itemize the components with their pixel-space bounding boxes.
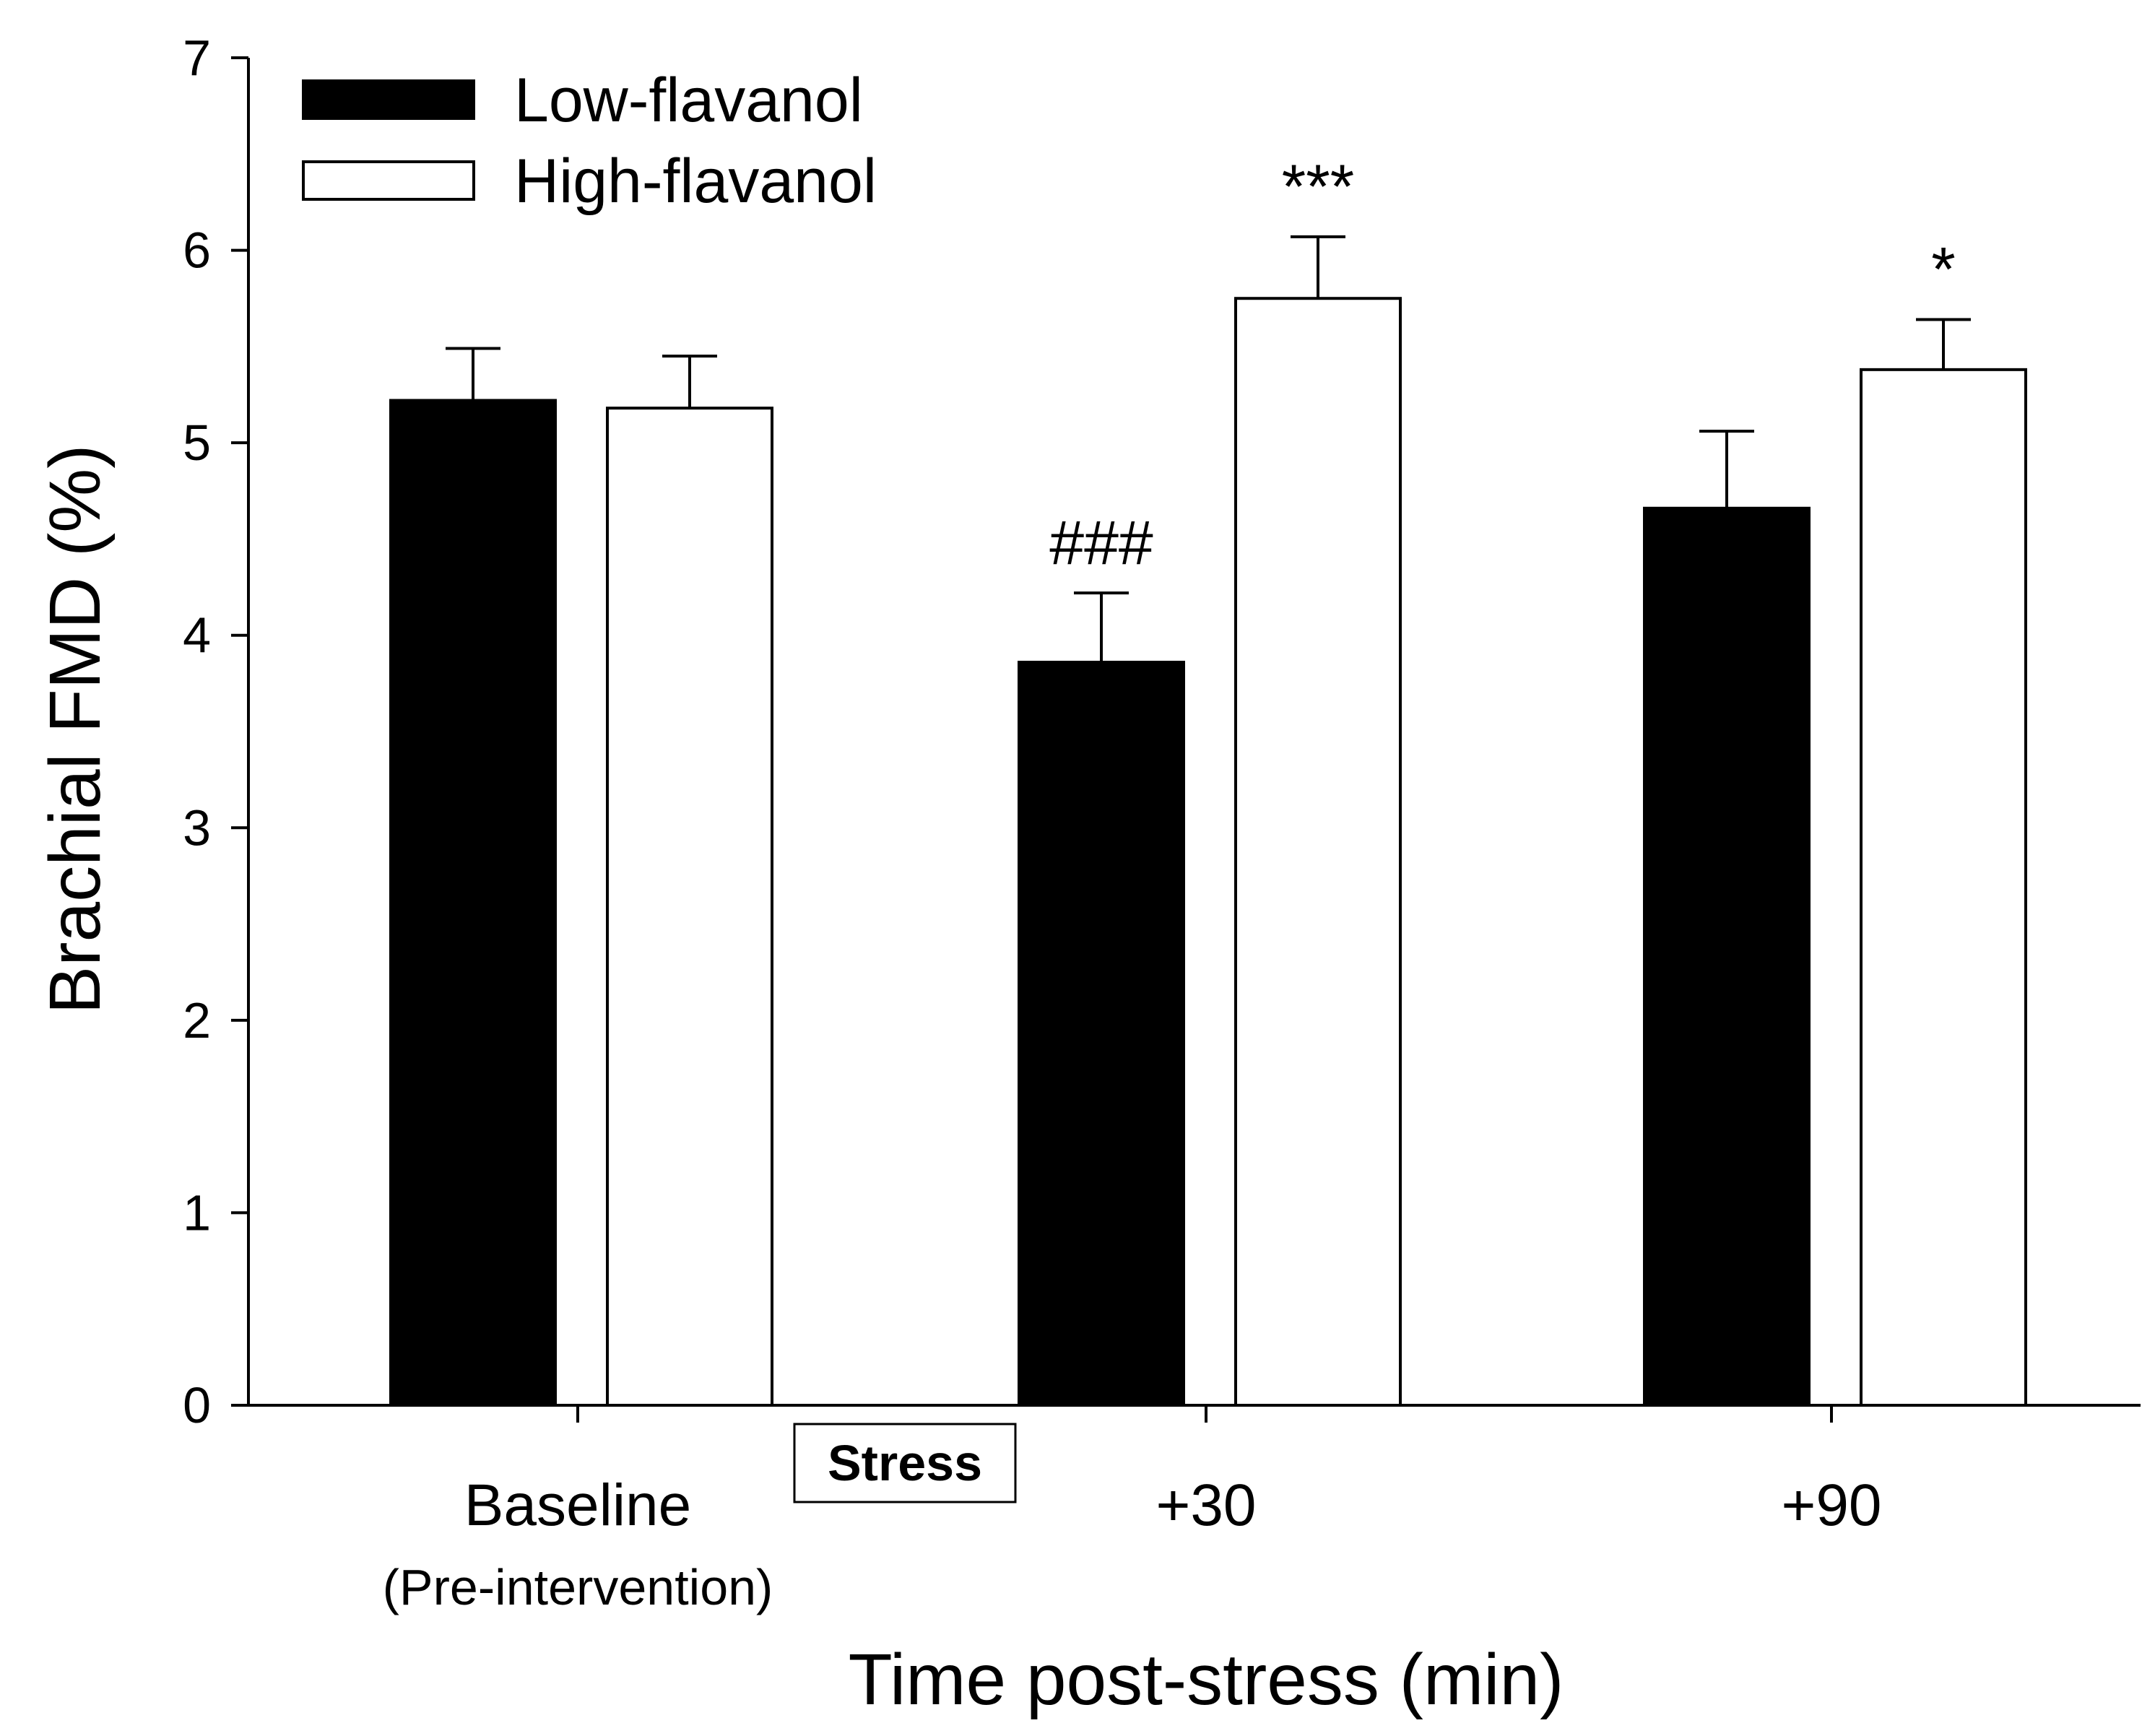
y-axis-title: Brachial FMD (%) xyxy=(35,445,116,1015)
bar-high-flavanol xyxy=(1234,297,1402,1407)
labels: 0 1 2 3 4 5 6 7 Baseline (Pre-intervention) +30 ###… xyxy=(35,30,1956,1720)
x-axis-title: Time post-stress (min) xyxy=(849,1639,1564,1720)
bar-low-flavanol xyxy=(1643,506,1811,1407)
legend-label: High-flavanol xyxy=(514,147,877,216)
y-tick-label: 0 xyxy=(183,1377,211,1433)
x-tick-sublabel: (Pre-intervention) xyxy=(383,1559,773,1615)
x-tick-label: +90 xyxy=(1781,1472,1881,1538)
x-tick-label: Baseline xyxy=(464,1472,692,1538)
bar-high-flavanol xyxy=(1860,368,2027,1407)
x-tick-label: +30 xyxy=(1155,1472,1256,1538)
bar-low-flavanol xyxy=(1018,661,1185,1407)
y-tick-label: 2 xyxy=(183,992,211,1049)
y-tick-label: 7 xyxy=(183,30,211,86)
legend-swatch-high-flavanol xyxy=(302,160,475,201)
y-tick-label: 5 xyxy=(183,415,211,471)
y-tick-label: 1 xyxy=(183,1184,211,1241)
legend: Low-flavanol High-flavanol xyxy=(302,66,877,216)
stress-label: Stress xyxy=(828,1435,982,1491)
significance-label: *** xyxy=(1282,152,1354,222)
bar-high-flavanol xyxy=(606,407,773,1407)
y-tick-label: 6 xyxy=(183,222,211,279)
legend-label: Low-flavanol xyxy=(514,66,863,135)
legend-swatch-low-flavanol xyxy=(302,79,475,120)
bar-low-flavanol xyxy=(389,399,557,1407)
significance-label: ### xyxy=(1049,508,1153,578)
y-tick-label: 3 xyxy=(183,799,211,856)
significance-label: * xyxy=(1931,235,1955,305)
y-tick-label: 4 xyxy=(183,607,211,664)
bars xyxy=(389,235,2027,1407)
axes xyxy=(231,56,2141,1423)
stress-box xyxy=(793,1423,1017,1503)
